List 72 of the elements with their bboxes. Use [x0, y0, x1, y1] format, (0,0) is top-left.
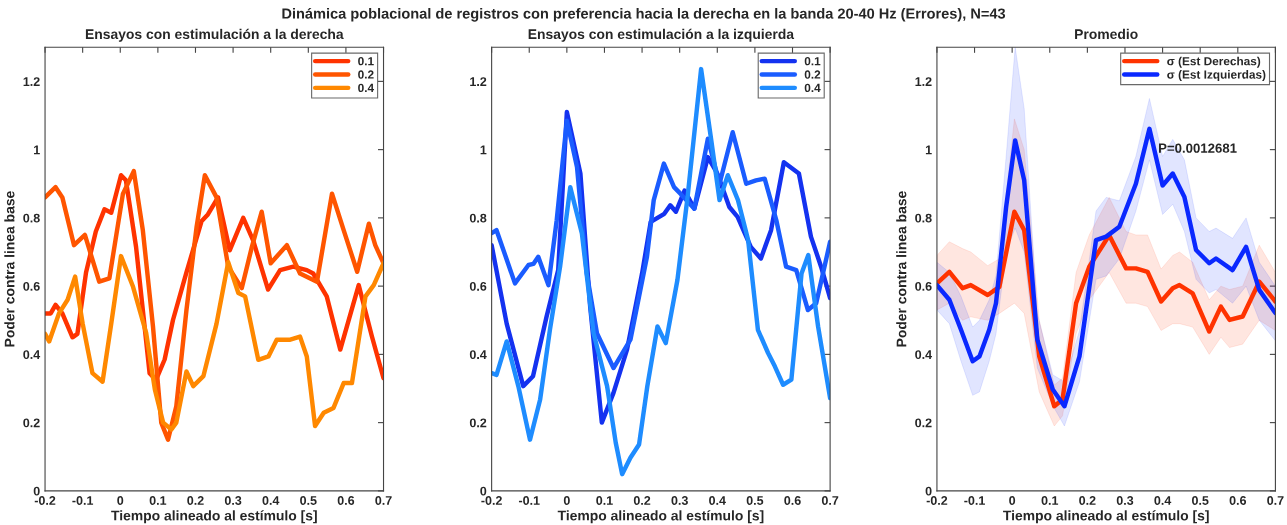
x-tick-label: 0.2: [1079, 496, 1096, 505]
y-tick-label: 0.4: [23, 350, 41, 360]
y-tick-label: 0.6: [915, 281, 932, 291]
y-tick-label: 1: [480, 145, 487, 155]
legend-label: 0.4: [358, 83, 375, 93]
x-axis-title: Tiempo alineado al estímulo [s]: [111, 510, 317, 524]
x-tick-label: 0.5: [300, 496, 317, 505]
x-tick-label: 0.3: [224, 496, 242, 505]
y-tick-label: 1.2: [470, 77, 487, 86]
x-tick-label: 0.2: [187, 496, 204, 505]
x-tick-label: 0.1: [596, 496, 613, 505]
x-tick-label: 0.5: [746, 496, 764, 505]
x-tick-label: 0.6: [784, 496, 801, 505]
x-tick-label: 0.3: [671, 496, 688, 505]
legend-label: 0.1: [358, 57, 374, 66]
chart-title: Ensayos con estimulación a la derecha: [85, 28, 344, 42]
legend-label: 0.1: [804, 57, 821, 66]
line-series: [491, 66, 831, 477]
x-tick-label: 0.6: [1229, 496, 1247, 505]
y-tick-label: 1.2: [915, 77, 932, 86]
x-tick-label: 0.4: [709, 496, 726, 505]
x-tick-label: 0.4: [1154, 496, 1172, 505]
y-tick-label: 1.2: [23, 77, 40, 86]
x-tick-label: 0.7: [821, 496, 839, 505]
x-axis-title: Tiempo alineado al estímulo [s]: [557, 510, 764, 524]
x-tick-label: 0.6: [337, 496, 355, 505]
y-tick-label: 0.8: [469, 213, 487, 223]
x-tick-label: 0: [563, 496, 570, 505]
x-tick-label: 0.5: [1192, 496, 1209, 505]
x-tick-label: -0.2: [481, 496, 502, 505]
chart-title: Ensayos con estimulación a la izquierda: [528, 28, 795, 42]
x-tick-label: -0.1: [964, 496, 985, 505]
y-tick-label: 0.4: [915, 350, 933, 360]
x-tick-label: 0.1: [149, 496, 167, 505]
y-tick-label: 0.6: [469, 281, 487, 291]
y-tick-label: 0.2: [469, 418, 487, 428]
legend-label: σ (Est Izquierdas): [1167, 70, 1266, 82]
x-tick-label: 0.1: [1041, 496, 1059, 505]
legend-label: 0.2: [804, 70, 821, 79]
x-tick-label: 0.7: [1267, 496, 1284, 505]
y-tick-label: 1: [925, 145, 932, 155]
x-tick-label: -0.1: [72, 496, 94, 505]
chart-title: Promedio: [1075, 28, 1138, 40]
x-tick-label: 0.7: [375, 496, 392, 505]
legend-label: σ (Est Derechas): [1167, 56, 1261, 68]
x-tick-label: -0.2: [34, 496, 56, 505]
y-tick-label: 0.2: [915, 418, 932, 428]
y-tick-label: 0.8: [23, 213, 40, 223]
y-axis-title: Poder contra linea base: [896, 191, 907, 347]
text: Dinámica poblacional de registros con preferencia hacia la derecha en la banda 20-40 Hz (Errores), N=43: [282, 7, 1006, 22]
x-tick-label: 0: [117, 496, 124, 505]
x-tick-label: 0.3: [1116, 496, 1134, 505]
legend-label: 0.4: [804, 83, 821, 93]
legend-label: 0.2: [358, 70, 374, 79]
y-tick-label: 0: [33, 486, 40, 496]
x-tick-label: 0.2: [633, 496, 651, 505]
x-tick-label: -0.2: [926, 496, 948, 505]
annotation: P=0.0012681: [1159, 143, 1237, 153]
y-tick-label: 0.6: [23, 281, 40, 291]
x-tick-label: -0.1: [518, 496, 540, 505]
y-tick-label: 0: [925, 486, 932, 496]
y-tick-label: 0.8: [915, 213, 932, 223]
y-tick-label: 0: [480, 486, 487, 496]
line-series: [45, 168, 384, 442]
y-axis-title: Poder contra linea base: [4, 191, 15, 347]
x-tick-label: 0: [1009, 496, 1016, 505]
y-tick-label: 0.2: [23, 418, 40, 428]
y-tick-label: 1: [34, 145, 40, 155]
y-tick-label: 0.4: [469, 350, 487, 360]
x-tick-label: 0.4: [262, 496, 280, 505]
line-series: [45, 253, 384, 432]
x-axis-title: Tiempo alineado al estímulo [s]: [1003, 510, 1209, 524]
